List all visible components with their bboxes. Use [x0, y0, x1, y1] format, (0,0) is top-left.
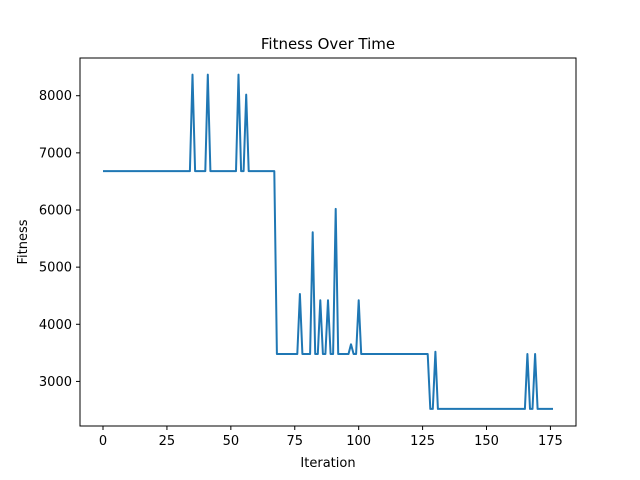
x-tick-label: 50 — [223, 434, 240, 449]
y-tick-label: 8000 — [39, 89, 72, 104]
y-tick-label: 5000 — [39, 261, 72, 276]
chart-title: Fitness Over Time — [261, 35, 395, 53]
x-tick-label: 175 — [538, 434, 563, 449]
y-tick-label: 7000 — [39, 146, 72, 161]
x-tick-label: 150 — [474, 434, 499, 449]
plot-frame — [79, 57, 577, 427]
y-axis: 3000 4000 5000 6000 7000 8000 — [39, 89, 80, 390]
plot-area — [103, 73, 553, 410]
x-axis: 0 25 50 75 100 125 150 175 — [99, 426, 563, 449]
y-axis-label: Fitness — [16, 219, 31, 264]
x-tick-label: 125 — [410, 434, 435, 449]
y-tick-label: 3000 — [39, 375, 72, 390]
y-tick-label: 4000 — [39, 318, 72, 333]
x-tick-label: 0 — [99, 434, 107, 449]
x-axis-label: Iteration — [300, 456, 355, 471]
x-tick-label: 25 — [159, 434, 176, 449]
x-tick-label: 100 — [346, 434, 371, 449]
fitness-series-line — [103, 73, 553, 410]
y-tick-label: 6000 — [39, 204, 72, 219]
x-tick-label: 75 — [286, 434, 303, 449]
